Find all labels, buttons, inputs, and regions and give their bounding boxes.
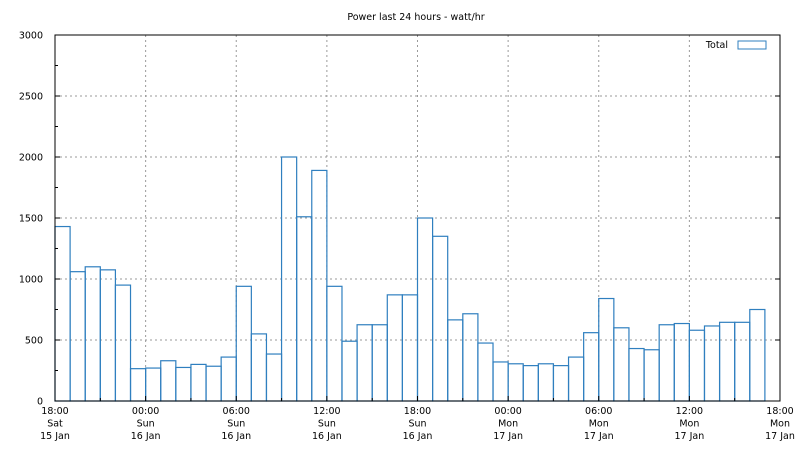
x-tick-label: Mon [770, 419, 790, 430]
y-tick-label: 2500 [19, 92, 43, 103]
bar-hour-4 [114, 284, 132, 402]
bar-hour-5 [129, 368, 147, 402]
legend-label-total: Total [705, 40, 728, 51]
bar-hour-10 [205, 365, 222, 402]
x-tick-label: Sun [318, 419, 336, 430]
x-tick-label: 12:00 [313, 406, 340, 417]
bar-hour-37 [613, 327, 630, 402]
bar-hour-23 [401, 294, 419, 402]
bar-hour-44 [718, 321, 736, 402]
x-tick-label: Sun [408, 419, 426, 430]
bar-hour-28 [477, 342, 494, 402]
bar-hour-29 [492, 361, 509, 402]
x-tick-label: Mon [589, 419, 609, 430]
x-tick-label: 17 Jan [674, 431, 704, 442]
bar-hour-43 [703, 325, 721, 402]
bar-hour-34 [567, 356, 585, 402]
bar-hour-41 [673, 322, 690, 402]
bar-hour-35 [583, 332, 600, 402]
x-tick-label: Mon [498, 419, 518, 430]
bar-hour-46 [749, 308, 766, 402]
bar-hour-26 [447, 319, 464, 402]
bar-hour-16 [296, 216, 313, 402]
x-tick-label: Sun [227, 419, 245, 430]
bar-hour-19 [341, 340, 358, 402]
y-tick-label: 1000 [19, 275, 43, 286]
bar-hour-45 [734, 321, 751, 402]
bar-hour-39 [643, 349, 660, 402]
bar-hour-38 [628, 347, 645, 402]
bar-hour-22 [386, 294, 403, 402]
x-tick-label: 16 Jan [131, 431, 161, 442]
bar-hour-36 [598, 297, 615, 402]
bar-hour-42 [688, 329, 706, 402]
bar-hour-9 [190, 363, 207, 402]
x-tick-label: 16 Jan [403, 431, 433, 442]
bar-hour-12 [235, 285, 252, 402]
bar-hour-31 [522, 365, 539, 402]
x-tick-label: 18:00 [404, 406, 431, 417]
x-tick-label: 16 Jan [312, 431, 342, 442]
x-tick-label: Sat [47, 419, 63, 430]
bar-hour-14 [265, 353, 283, 402]
x-tick-label: 16 Jan [221, 431, 251, 442]
bar-hour-15 [280, 156, 298, 402]
bar-hour-11 [220, 356, 237, 402]
x-tick-label: 12:00 [676, 406, 703, 417]
bar-hour-13 [250, 333, 268, 402]
x-tick-label: 18:00 [766, 406, 793, 417]
bar-hour-33 [552, 365, 570, 402]
bar-hour-2 [84, 266, 101, 402]
bar-hour-7 [160, 360, 177, 402]
x-tick-label: 18:00 [41, 406, 68, 417]
x-tick-label: 17 Jan [765, 431, 795, 442]
bar-hour-6 [145, 367, 162, 402]
x-tick-label: 00:00 [132, 406, 159, 417]
x-tick-label: 15 Jan [40, 431, 70, 442]
bar-hour-0 [54, 225, 71, 402]
legend-swatch-total [737, 40, 767, 50]
bar-hour-27 [462, 313, 479, 402]
bar-hour-21 [371, 324, 388, 402]
bar-hour-20 [356, 324, 373, 402]
bar-hour-30 [507, 363, 524, 402]
y-tick-label: 1500 [19, 214, 43, 225]
y-axis: 0 500 1000 1500 2000 2500 3000 [19, 31, 780, 408]
x-tick-label: Sun [137, 419, 155, 430]
y-tick-label: 0 [37, 397, 43, 408]
bar-hour-1 [69, 271, 86, 402]
y-tick-label: 2000 [19, 153, 43, 164]
bar-hour-18 [326, 285, 343, 402]
y-tick-label: 3000 [19, 31, 43, 42]
x-tick-label: Mon [679, 419, 699, 430]
x-tick-label: 00:00 [494, 406, 521, 417]
chart-title: Power last 24 hours - watt/hr [347, 12, 484, 23]
bar-hour-32 [537, 363, 555, 402]
bar-hour-8 [175, 366, 192, 402]
bar-hour-40 [658, 324, 675, 402]
y-tick-label: 500 [25, 336, 43, 347]
bar-hour-25 [432, 235, 449, 402]
bar-hour-3 [99, 269, 117, 402]
x-tick-label: 06:00 [585, 406, 612, 417]
legend: Total [705, 40, 767, 51]
bar-hour-17 [311, 169, 328, 402]
x-tick-label: 17 Jan [493, 431, 523, 442]
x-tick-label: 17 Jan [584, 431, 614, 442]
bar-hour-24 [416, 217, 434, 402]
x-tick-label: 06:00 [223, 406, 250, 417]
